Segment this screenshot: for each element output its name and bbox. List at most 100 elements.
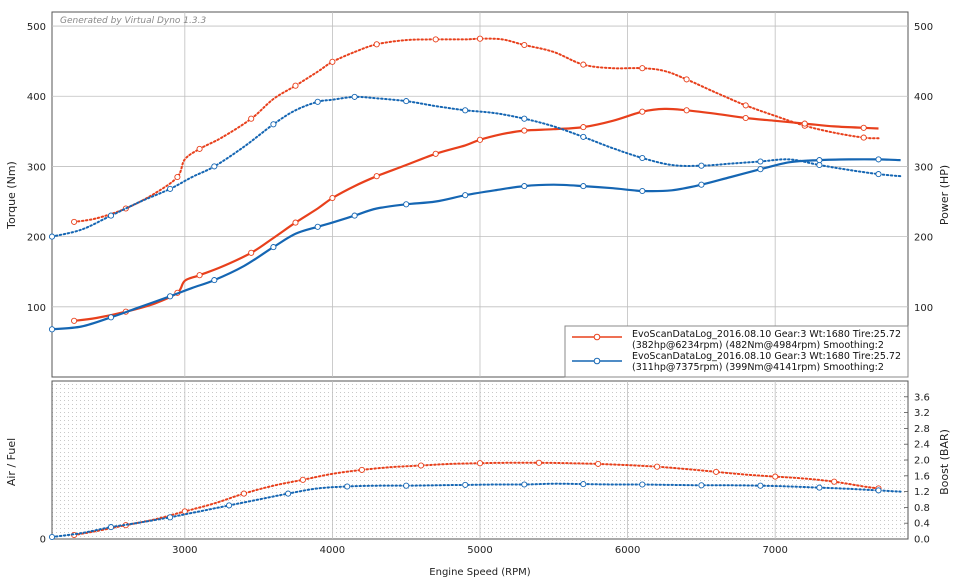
bottom-series-point xyxy=(403,482,410,489)
bottom-series-point xyxy=(654,463,661,470)
rpm-axis-label: Engine Speed (RPM) xyxy=(429,567,530,578)
top-series-point xyxy=(432,36,439,43)
boost-tick-label: 1.6 xyxy=(914,471,930,482)
bottom-series-point xyxy=(285,490,292,497)
top-series-point xyxy=(580,124,587,131)
top-series-point xyxy=(521,183,528,190)
afr-tick-label: 0 xyxy=(40,535,46,546)
top-series-point xyxy=(329,194,336,202)
boost-tick-label: 2.8 xyxy=(914,424,930,435)
bottom-series-point xyxy=(521,481,528,488)
bottom-series-point xyxy=(831,478,838,485)
top-series-point xyxy=(683,76,690,83)
top-series-point xyxy=(860,134,867,141)
bottom-series-point xyxy=(772,473,779,480)
bottom-series-point xyxy=(299,476,306,483)
legend-entry-2-line1: EvoScanDataLog_2016.08.10 Gear:3 Wt:1680… xyxy=(632,351,901,362)
top-grid xyxy=(52,12,908,377)
top-series-point xyxy=(314,98,321,105)
torque-tick-label: 100 xyxy=(27,303,46,314)
watermark: Generated by Virtual Dyno 1.3.3 xyxy=(60,16,206,26)
top-series-point xyxy=(71,218,78,225)
top-series-point xyxy=(816,161,823,169)
top-series xyxy=(48,35,902,333)
top-series-point xyxy=(196,272,203,279)
top-series-point xyxy=(211,163,218,170)
legend-entry-1-line1: EvoScanDataLog_2016.08.10 Gear:3 Wt:1680… xyxy=(632,329,901,340)
top-series-point xyxy=(403,201,410,208)
top-series-point xyxy=(71,317,78,324)
power-tick-label: 100 xyxy=(914,303,933,314)
top-series-point xyxy=(698,162,705,169)
legend-entry-2-line2: (311hp@7375rpm) (399Nm@4141rpm) Smoothin… xyxy=(632,362,884,373)
legend-marker-2 xyxy=(593,357,601,365)
top-series-point xyxy=(639,187,646,195)
top-series-point xyxy=(580,133,587,140)
top-series-point xyxy=(476,136,484,143)
top-series-point xyxy=(167,293,174,300)
top-series-point xyxy=(801,120,808,127)
top-series-point xyxy=(432,150,439,157)
top-series-point xyxy=(351,93,358,100)
top-series-point xyxy=(521,127,528,134)
bottom-series-point xyxy=(417,462,425,469)
bottom-grid xyxy=(184,381,908,540)
top-series-point xyxy=(683,107,690,114)
torque-tick-label: 300 xyxy=(27,162,46,173)
bottom-series-point xyxy=(344,483,351,490)
top-series-point xyxy=(196,145,203,152)
top-series-point xyxy=(580,61,587,68)
top-series-point xyxy=(107,314,115,321)
legend-marker-1 xyxy=(593,333,601,341)
top-series-point xyxy=(860,124,867,131)
afr-axis-label: Air / Fuel xyxy=(5,438,18,486)
bottom-series-point xyxy=(875,487,882,494)
boost-tick-label: 1.2 xyxy=(914,487,930,498)
boost-axis-label: Boost (BAR) xyxy=(938,429,951,495)
top-series-point xyxy=(351,212,358,219)
power-tick-label: 500 xyxy=(914,22,933,33)
boost-tick-label: 3.6 xyxy=(914,392,930,403)
bottom-series-point xyxy=(713,468,720,475)
top-series-line-1 xyxy=(73,107,879,322)
top-series-point xyxy=(521,41,528,49)
torque-tick-label: 200 xyxy=(27,233,46,244)
top-series-point xyxy=(329,58,336,65)
boost-tick-label: 3.2 xyxy=(914,408,930,419)
bottom-series-point xyxy=(358,466,365,473)
bottom-series-point xyxy=(240,490,247,497)
boost-tick-label: 0.4 xyxy=(914,519,930,530)
top-series-point xyxy=(521,115,528,122)
top-series-point xyxy=(107,212,115,219)
top-series-point xyxy=(639,154,646,162)
top-series-point xyxy=(48,233,56,240)
legend: EvoScanDataLog_2016.08.10 Gear:3 Wt:1680… xyxy=(564,325,909,378)
top-series-point xyxy=(270,244,277,251)
bottom-series-point xyxy=(462,481,469,488)
top-series-point xyxy=(211,277,218,284)
bottom-series-point xyxy=(181,508,188,515)
top-series-point xyxy=(403,98,410,105)
bottom-series-point xyxy=(757,482,764,489)
top-series-point xyxy=(314,223,321,230)
torque-tick-label: 500 xyxy=(27,22,46,33)
torque-axis-label: Torque (Nm) xyxy=(5,161,18,230)
bottom-series-point xyxy=(535,459,543,466)
bottom-series-point xyxy=(698,482,705,489)
legend-entry-1-line2: (382hp@6234rpm) (482Nm@4984rpm) Smoothin… xyxy=(632,340,884,351)
rpm-tick-label: 4000 xyxy=(320,545,345,556)
boost-tick-label: 0.8 xyxy=(914,503,930,514)
top-series-point xyxy=(816,157,823,164)
top-series-point xyxy=(248,249,255,256)
top-series-line-0 xyxy=(73,37,880,223)
bottom-series-point xyxy=(48,533,56,541)
top-series-point xyxy=(757,158,764,165)
top-series-point xyxy=(580,183,587,190)
top-series-point xyxy=(757,166,764,173)
top-series-point xyxy=(248,115,255,122)
bottom-series-point xyxy=(226,502,233,509)
top-series-point xyxy=(462,192,469,199)
bottom-series-point xyxy=(595,460,602,467)
rpm-tick-label: 3000 xyxy=(172,545,197,556)
